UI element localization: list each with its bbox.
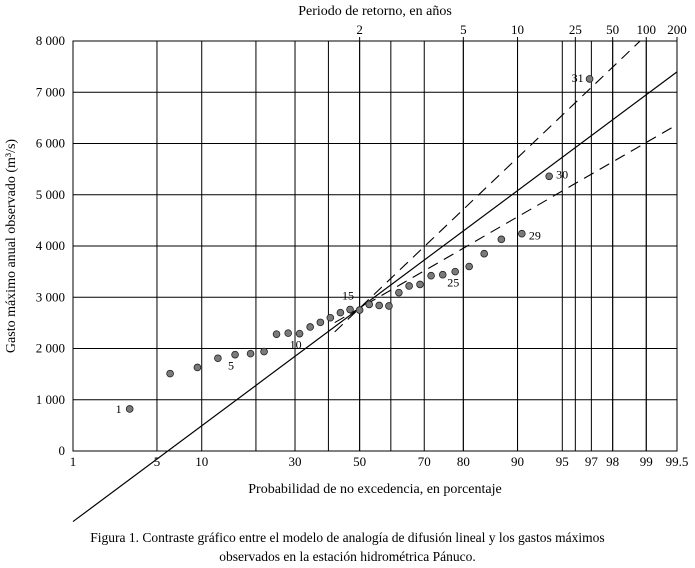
top-tick-label: 200 xyxy=(667,22,687,37)
x-tick-label: 98 xyxy=(606,454,619,469)
data-point xyxy=(336,308,345,317)
top-axis-title: Periodo de retorno, en años xyxy=(298,4,452,19)
fit-lines xyxy=(72,41,678,523)
point-label: 30 xyxy=(556,167,568,181)
y-tick-label: 0 xyxy=(59,443,66,458)
x-tick-label: 97 xyxy=(585,454,599,469)
x-tick-label: 1 xyxy=(70,454,77,469)
plot-frame xyxy=(72,40,678,452)
fit-line xyxy=(72,71,678,523)
figure-caption: Figura 1. Contraste gráfico entre el mod… xyxy=(0,528,695,566)
caption-line-1: Figura 1. Contraste gráfico entre el mod… xyxy=(90,530,605,545)
point-label: 15 xyxy=(342,289,354,303)
data-point xyxy=(316,318,325,327)
lower-band-line xyxy=(334,124,677,324)
data-point xyxy=(405,282,413,290)
top-tick-label: 50 xyxy=(606,22,619,37)
data-point xyxy=(416,280,424,289)
data-point xyxy=(166,369,174,378)
data-point xyxy=(246,349,255,358)
x-axis-title: Probabilidad de no excedencia, en porcen… xyxy=(248,482,501,497)
y-tick-label: 1 000 xyxy=(36,392,65,407)
x-tick-label: 30 xyxy=(289,454,302,469)
x-tick-label: 70 xyxy=(418,454,431,469)
data-point xyxy=(365,300,374,309)
data-point xyxy=(451,267,459,276)
data-point xyxy=(295,329,304,338)
caption-line-2: observados en la estación hidrométrica P… xyxy=(219,549,476,564)
data-point xyxy=(585,75,594,83)
data-point xyxy=(346,305,354,314)
x-tick-label: 5 xyxy=(154,454,161,469)
tick-labels: 0 1 000 2 000 3 000 4 000 5 000 6 000 7 000 8 00… xyxy=(36,22,689,469)
data-point xyxy=(480,249,489,258)
x-tick-label: 10 xyxy=(195,454,208,469)
plot-grid xyxy=(73,37,678,451)
y-tick-label: 7 000 xyxy=(36,84,65,99)
data-point xyxy=(497,235,506,244)
x-tick-label: 95 xyxy=(556,454,569,469)
data-point xyxy=(214,354,222,363)
y-tick-label: 3 000 xyxy=(36,289,65,304)
point-label: 10 xyxy=(290,338,302,352)
data-point xyxy=(465,262,473,271)
data-point xyxy=(438,270,447,279)
data-point xyxy=(326,313,335,322)
y-tick-label: 6 000 xyxy=(36,136,65,151)
top-tick-label: 100 xyxy=(637,22,657,37)
y-axis-title: Gasto máximo anual observado (m³/s) xyxy=(4,139,19,353)
x-tick-label: 90 xyxy=(511,454,524,469)
data-point xyxy=(272,330,281,338)
top-tick-label: 2 xyxy=(356,22,363,37)
point-label: 1 xyxy=(116,402,122,416)
point-label: 25 xyxy=(447,276,459,290)
upper-band-line xyxy=(334,41,641,333)
data-point xyxy=(518,229,526,238)
point-label: 31 xyxy=(572,71,584,85)
data-point xyxy=(385,302,393,310)
point-label: 5 xyxy=(228,359,234,373)
y-tick-label: 2 000 xyxy=(36,341,65,356)
data-point xyxy=(545,172,553,181)
y-tick-label: 8 000 xyxy=(36,33,65,48)
data-point xyxy=(284,329,292,337)
data-point xyxy=(427,271,435,280)
point-label: 29 xyxy=(529,229,541,243)
data-point xyxy=(260,347,268,356)
data-point xyxy=(125,405,134,413)
x-tick-label: 99 xyxy=(640,454,653,469)
data-point xyxy=(306,323,314,331)
x-tick-label: 99.5 xyxy=(666,454,689,469)
top-tick-label: 5 xyxy=(460,22,467,37)
data-point xyxy=(375,301,383,310)
y-tick-label: 5 000 xyxy=(36,187,65,202)
x-tick-label: 80 xyxy=(457,454,470,469)
top-tick-label: 10 xyxy=(511,22,524,37)
x-tick-label: 50 xyxy=(353,454,366,469)
data-point xyxy=(193,363,202,372)
data-point xyxy=(395,288,403,297)
data-point xyxy=(231,350,239,359)
top-tick-label: 25 xyxy=(569,22,582,37)
data-point xyxy=(355,306,364,314)
y-tick-label: 4 000 xyxy=(36,238,65,253)
data-points xyxy=(125,75,594,413)
